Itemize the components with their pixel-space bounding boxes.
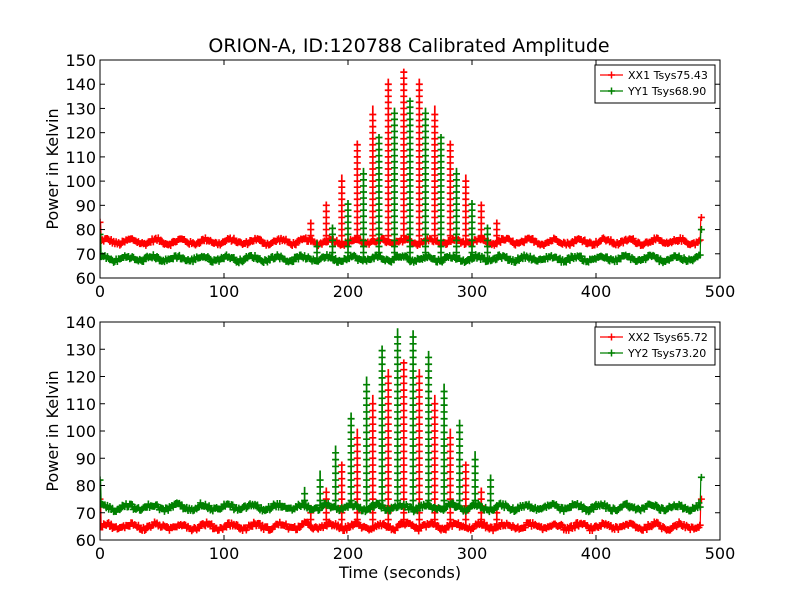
y-tick-label: 110 (65, 148, 96, 167)
x-tick-label: 500 (705, 282, 736, 301)
y-tick-label: 70 (76, 245, 96, 264)
x-tick-label: 400 (581, 282, 612, 301)
y-tick-label: 70 (76, 504, 96, 523)
x-tick-label: 300 (457, 282, 488, 301)
x-axis-label: Time (seconds) (338, 563, 461, 582)
y-tick-label: 140 (65, 75, 96, 94)
x-tick-label: 300 (457, 544, 488, 563)
y-tick-label: 80 (76, 477, 96, 496)
legend-entry: XX2 Tsys65.72 (628, 331, 708, 344)
y-tick-label: 100 (65, 422, 96, 441)
y-tick-label: 130 (65, 99, 96, 118)
series-yy2 (100, 328, 705, 516)
y-tick-label: 130 (65, 340, 96, 359)
y-tick-label: 80 (76, 221, 96, 240)
y-tick-label: 120 (65, 368, 96, 387)
legend-entry: YY1 Tsys68.90 (627, 85, 706, 98)
bottom-panel: 0 100 200 300 400 500 60 70 80 90 100 110 120 130 140 P… (43, 313, 735, 582)
y-axis-label: Power in Kelvin (43, 108, 62, 229)
y-tick-label: 120 (65, 124, 96, 143)
x-tick-label: 0 (95, 282, 105, 301)
top-panel: 0 100 200 300 400 500 60 70 80 90 100 110 120 130 140 1… (43, 51, 735, 301)
legend-entry: YY2 Tsys73.20 (627, 347, 706, 360)
chart-title: ORION-A, ID:120788 Calibrated Amplitude (208, 35, 609, 57)
series-xx2 (100, 359, 705, 535)
x-tick-label: 500 (705, 544, 736, 563)
y-tick-label: 60 (76, 269, 96, 288)
y-axis-label: Power in Kelvin (43, 370, 62, 491)
x-tick-label: 100 (209, 282, 240, 301)
x-tick-label: 0 (95, 544, 105, 563)
y-tick-label: 90 (76, 449, 96, 468)
x-tick-label: 100 (209, 544, 240, 563)
y-tick-label: 110 (65, 395, 96, 414)
y-tick-label: 90 (76, 196, 96, 215)
y-tick-label: 140 (65, 313, 96, 332)
legend: XX2 Tsys65.72 YY2 Tsys73.20 (594, 326, 716, 366)
series-yy1 (100, 97, 705, 267)
y-tick-label: 60 (76, 531, 96, 550)
series-xx1 (100, 68, 705, 250)
x-tick-label: 400 (581, 544, 612, 563)
y-tick-label: 100 (65, 172, 96, 191)
y-tick-label: 150 (65, 51, 96, 70)
legend: XX1 Tsys75.43 YY1 Tsys68.90 (594, 64, 716, 104)
x-tick-label: 200 (333, 282, 364, 301)
legend-entry: XX1 Tsys75.43 (628, 69, 708, 82)
x-tick-label: 200 (333, 544, 364, 563)
